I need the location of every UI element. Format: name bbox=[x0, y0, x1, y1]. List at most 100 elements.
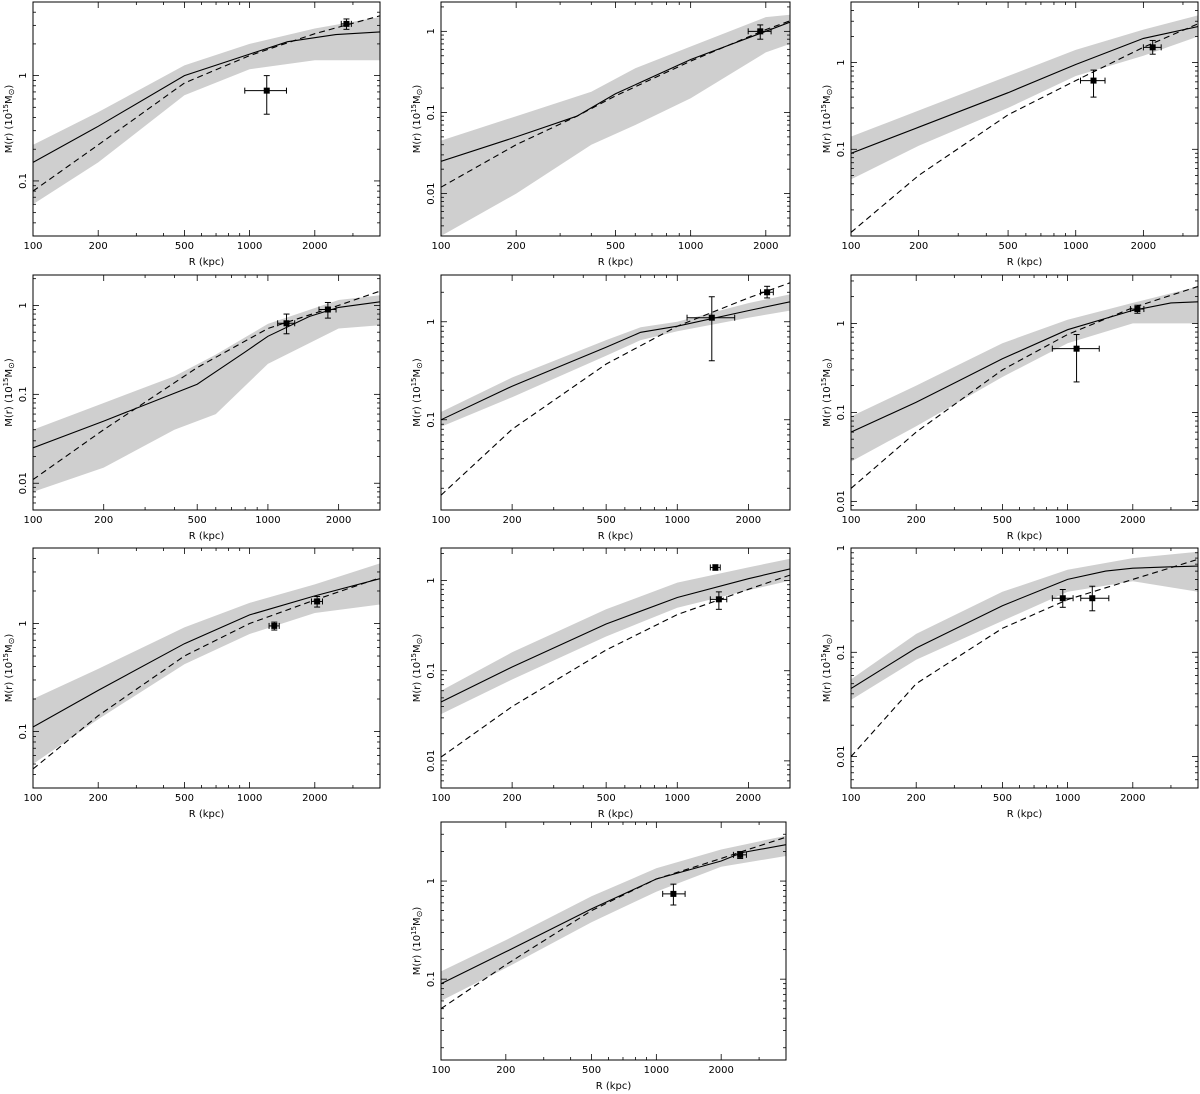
confidence-band bbox=[851, 286, 1198, 462]
dashed-model-line bbox=[851, 23, 1198, 233]
x-tick-label: 500 bbox=[999, 241, 1018, 252]
confidence-band bbox=[33, 563, 380, 764]
data-point bbox=[1079, 69, 1106, 98]
panel-6: 100 200 500 1000 2000 0.01 0.1 1 R (kpc) M(r) (10… bbox=[820, 274, 1199, 542]
x-tick-label: 500 bbox=[597, 793, 616, 804]
plot-area bbox=[441, 558, 790, 758]
x-tick-label: 500 bbox=[993, 793, 1012, 804]
dashed-model-line bbox=[851, 285, 1198, 489]
data-point bbox=[732, 851, 747, 859]
confidence-band bbox=[33, 17, 380, 205]
data-point bbox=[662, 883, 686, 906]
plot-frame bbox=[850, 274, 1199, 511]
confidence-band bbox=[441, 558, 790, 715]
solid-model-line bbox=[441, 301, 790, 421]
x-tick-label: 200 bbox=[496, 1065, 515, 1076]
x-tick-label: 100 bbox=[841, 241, 860, 252]
solid-model-line bbox=[33, 31, 380, 163]
x-tick-label: 100 bbox=[431, 241, 450, 252]
x-tick-label: 100 bbox=[841, 793, 860, 804]
plot-frame bbox=[32, 1, 381, 237]
x-tick-label: 2000 bbox=[753, 241, 778, 252]
solid-model-line bbox=[851, 301, 1198, 433]
data-point bbox=[1051, 334, 1100, 383]
y-axis-label: M(r) (1015M⊙) bbox=[2, 358, 16, 427]
y-axis-label: M(r) (1015M⊙) bbox=[820, 358, 834, 427]
x-tick-label: 2000 bbox=[736, 793, 761, 804]
x-tick-label: 100 bbox=[23, 515, 42, 526]
panel-7: 100 200 500 1000 2000 0.1 1 R (kpc) M(r) (1015M⊙… bbox=[2, 547, 381, 820]
x-tick-label: 1000 bbox=[665, 515, 690, 526]
plot-area bbox=[33, 563, 380, 770]
y-axis-label: M(r) (1015M⊙) bbox=[820, 85, 834, 154]
plot-frame bbox=[440, 821, 787, 1061]
y-axis-label: M(r) (1015M⊙) bbox=[2, 634, 16, 703]
x-axis-label: R (kpc) bbox=[1007, 257, 1043, 268]
y-tick-label: 0.1 bbox=[426, 971, 437, 987]
data-point bbox=[1142, 39, 1162, 55]
panel-10: 100 200 500 1000 2000 0.1 1 R (kpc) M(r) (1015M⊙… bbox=[410, 821, 787, 1092]
y-axis-label: M(r) (1015M⊙) bbox=[410, 907, 424, 976]
y-tick-label: 0.1 bbox=[836, 404, 847, 420]
x-tick-label: 100 bbox=[431, 1065, 450, 1076]
x-tick-label: 100 bbox=[23, 793, 42, 804]
confidence-band bbox=[441, 294, 790, 427]
x-tick-label: 1000 bbox=[237, 793, 262, 804]
confidence-band bbox=[33, 295, 380, 492]
x-tick-label: 1000 bbox=[237, 241, 262, 252]
x-axis-label: R (kpc) bbox=[1007, 809, 1043, 820]
y-tick-label: 1 bbox=[426, 28, 437, 34]
plot-area bbox=[441, 835, 786, 1010]
plot-area bbox=[33, 290, 380, 492]
panel-8: 100 200 500 1000 2000 0.01 0.1 1 R (kpc) M(r) (10… bbox=[410, 547, 791, 820]
y-axis-label: M(r) (1015M⊙) bbox=[410, 85, 424, 154]
solid-model-line bbox=[33, 578, 380, 728]
x-tick-label: 2000 bbox=[1120, 793, 1145, 804]
y-tick-label: 0.1 bbox=[426, 412, 437, 428]
y-tick-label: 1 bbox=[836, 320, 847, 326]
plot-frame bbox=[850, 1, 1199, 237]
y-tick-label: 0.1 bbox=[836, 644, 847, 660]
x-tick-label: 2000 bbox=[736, 515, 761, 526]
solid-model-line bbox=[851, 26, 1198, 154]
y-axis-label: M(r) (1015M⊙) bbox=[410, 358, 424, 427]
x-axis-label: R (kpc) bbox=[596, 1081, 632, 1092]
plot-frame bbox=[32, 547, 381, 789]
panel-3: 100 200 500 1000 2000 0.1 1 R (kpc) M(r) (1015M⊙… bbox=[820, 1, 1199, 268]
x-axis-label: R (kpc) bbox=[598, 531, 634, 542]
x-tick-label: 500 bbox=[188, 515, 207, 526]
x-tick-label: 200 bbox=[907, 515, 926, 526]
confidence-band bbox=[851, 551, 1198, 700]
y-axis-label: M(r) (1015M⊙) bbox=[2, 85, 16, 154]
y-tick-label: 0.1 bbox=[18, 724, 29, 740]
x-tick-label: 200 bbox=[503, 515, 522, 526]
y-tick-label: 1 bbox=[836, 545, 847, 551]
y-axis-label: M(r) (1015M⊙) bbox=[820, 634, 834, 703]
x-tick-label: 2000 bbox=[1131, 241, 1156, 252]
x-tick-label: 200 bbox=[89, 241, 108, 252]
x-tick-label: 100 bbox=[23, 241, 42, 252]
solid-model-line bbox=[33, 301, 380, 449]
x-tick-label: 2000 bbox=[302, 793, 327, 804]
plot-area bbox=[33, 15, 380, 205]
x-axis-label: R (kpc) bbox=[1007, 531, 1043, 542]
x-axis-label: R (kpc) bbox=[189, 257, 225, 268]
data-point bbox=[709, 591, 728, 610]
data-point bbox=[1129, 304, 1145, 314]
y-tick-label: 1 bbox=[426, 878, 437, 884]
plot-area bbox=[441, 14, 790, 236]
x-tick-label: 500 bbox=[582, 1065, 601, 1076]
confidence-band bbox=[441, 835, 786, 1001]
y-tick-label: 0.01 bbox=[426, 182, 437, 204]
plot-area bbox=[441, 282, 790, 496]
data-point bbox=[709, 564, 721, 571]
y-tick-label: 0.01 bbox=[426, 750, 437, 772]
x-tick-label: 2000 bbox=[708, 1065, 733, 1076]
plot-frame bbox=[850, 547, 1199, 789]
plot-area bbox=[851, 551, 1198, 757]
y-tick-label: 0.1 bbox=[18, 386, 29, 402]
panel-5: 100 200 500 1000 2000 0.1 1 R (kpc) M(r) (1015M⊙… bbox=[410, 274, 791, 542]
y-tick-label: 1 bbox=[426, 319, 437, 325]
y-tick-label: 0.01 bbox=[836, 745, 847, 767]
x-tick-label: 200 bbox=[507, 241, 526, 252]
